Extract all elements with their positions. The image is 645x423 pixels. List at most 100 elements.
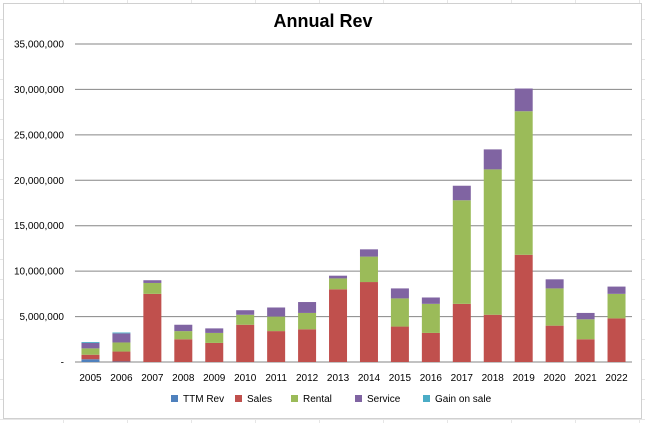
x-tick-label: 2013 (327, 373, 350, 384)
bar-rental-2018[interactable] (483, 169, 502, 315)
bar-service-2012[interactable] (298, 302, 317, 313)
x-tick-label: 2007 (141, 373, 164, 384)
bar-rental-2005[interactable] (81, 348, 100, 355)
x-tick-label: 2014 (358, 373, 381, 384)
y-tick-label: 35,000,000 (14, 40, 64, 51)
bar-sales-2020[interactable] (545, 325, 564, 362)
bar-rental-2007[interactable] (143, 282, 162, 294)
bar-service-2006[interactable] (112, 333, 131, 343)
bar-rental-2016[interactable] (421, 303, 440, 333)
x-tick-label: 2018 (482, 373, 505, 384)
bar-sales-2014[interactable] (359, 282, 378, 362)
x-tick-label: 2011 (265, 373, 287, 384)
bar-rental-2017[interactable] (452, 200, 471, 304)
y-tick-label: 15,000,000 (14, 221, 64, 232)
x-axis-ticks: 2005 2006 2007 2008 2009 2010 2011 2012 2013 2014… (79, 373, 628, 384)
x-tick-label: 2019 (513, 373, 536, 384)
x-tick-label: 2015 (389, 373, 412, 384)
bar-rental-2015[interactable] (390, 298, 409, 327)
bar-service-2014[interactable] (359, 249, 378, 257)
bar-service-2015[interactable] (390, 288, 409, 299)
legend: TTM Rev Sales Rental Service Gain on sale (171, 394, 492, 405)
legend-label: Sales (247, 394, 272, 405)
x-tick-label: 2008 (172, 373, 195, 384)
bar-service-2019[interactable] (514, 88, 533, 112)
bar-service-2018[interactable] (483, 149, 502, 170)
gridlines (75, 43, 632, 363)
bar-rental-2013[interactable] (329, 278, 348, 290)
bar-service-2008[interactable] (174, 324, 193, 332)
chart-title: Annual Rev (273, 11, 372, 31)
y-tick-label: 20,000,000 (14, 176, 64, 187)
bar-sales-2015[interactable] (390, 326, 409, 362)
x-tick-label: 2022 (605, 373, 628, 384)
y-axis-ticks: - 5,000,000 10,000,000 15,000,000 20,000,000… (14, 40, 64, 369)
bar-service-2013[interactable] (329, 275, 348, 279)
bar-service-2007[interactable] (143, 280, 162, 283)
bar-sales-2009[interactable] (205, 342, 224, 362)
bar-rental-2011[interactable] (267, 316, 286, 332)
bar-sales-2022[interactable] (607, 318, 626, 362)
bar-sales-2021[interactable] (576, 339, 595, 362)
bar-rental-2021[interactable] (576, 319, 595, 340)
legend-label: Service (367, 394, 401, 405)
legend-swatch (171, 395, 178, 402)
bar-service-2010[interactable] (236, 310, 255, 315)
bar-rental-2020[interactable] (545, 288, 564, 326)
bar-service-2020[interactable] (545, 279, 564, 289)
x-tick-label: 2009 (203, 373, 226, 384)
bar-rental-2019[interactable] (514, 111, 533, 255)
x-tick-label: 2012 (296, 373, 319, 384)
bar-rental-2022[interactable] (607, 293, 626, 319)
x-tick-label: 2017 (451, 373, 474, 384)
bars (81, 88, 626, 362)
y-tick-label: 30,000,000 (14, 85, 64, 96)
bar-sales-2018[interactable] (483, 314, 502, 362)
bar-rental-2012[interactable] (298, 312, 317, 330)
bar-sales-2017[interactable] (452, 303, 471, 362)
x-tick-label: 2005 (79, 373, 102, 384)
y-tick-label: 5,000,000 (20, 312, 65, 323)
bar-sales-2008[interactable] (174, 339, 193, 362)
bar-gain-on-sale-2006[interactable] (112, 332, 131, 334)
bar-service-2005[interactable] (81, 342, 100, 349)
x-tick-label: 2020 (544, 373, 567, 384)
legend-label: Rental (303, 394, 332, 405)
bar-service-2017[interactable] (452, 185, 471, 201)
bar-sales-2016[interactable] (421, 332, 440, 362)
x-tick-label: 2006 (110, 373, 133, 384)
bar-ttm-rev-2005[interactable] (81, 359, 100, 362)
bar-rental-2009[interactable] (205, 332, 224, 343)
legend-swatch (235, 395, 242, 402)
bar-service-2009[interactable] (205, 328, 224, 333)
legend-label: Gain on sale (435, 394, 492, 405)
bar-sales-2007[interactable] (143, 293, 162, 362)
bar-rental-2010[interactable] (236, 314, 255, 325)
x-tick-label: 2016 (420, 373, 443, 384)
bar-sales-2011[interactable] (267, 331, 286, 362)
chart-area[interactable] (3, 3, 642, 419)
y-tick-label: 10,000,000 (14, 267, 64, 278)
bar-sales-2006[interactable] (112, 351, 131, 362)
bar-gain-on-sale-2005[interactable] (81, 342, 100, 343)
bar-rental-2014[interactable] (359, 256, 378, 283)
bar-service-2021[interactable] (576, 312, 595, 320)
legend-swatch (355, 395, 362, 402)
legend-label: TTM Rev (183, 394, 224, 405)
x-tick-label: 2010 (234, 373, 257, 384)
bar-service-2016[interactable] (421, 297, 440, 304)
bar-service-2011[interactable] (267, 307, 286, 317)
bar-rental-2008[interactable] (174, 331, 193, 340)
bar-sales-2013[interactable] (329, 289, 348, 362)
legend-swatch (423, 395, 430, 402)
x-tick-label: 2021 (574, 373, 597, 384)
bar-rental-2006[interactable] (112, 342, 131, 352)
y-tick-label: 25,000,000 (14, 130, 64, 141)
bar-sales-2012[interactable] (298, 329, 317, 362)
y-tick-label: - (61, 358, 64, 369)
bar-sales-2010[interactable] (236, 324, 255, 362)
bar-sales-2019[interactable] (514, 254, 533, 362)
bar-sales-2005[interactable] (81, 354, 100, 360)
bar-service-2022[interactable] (607, 286, 626, 294)
